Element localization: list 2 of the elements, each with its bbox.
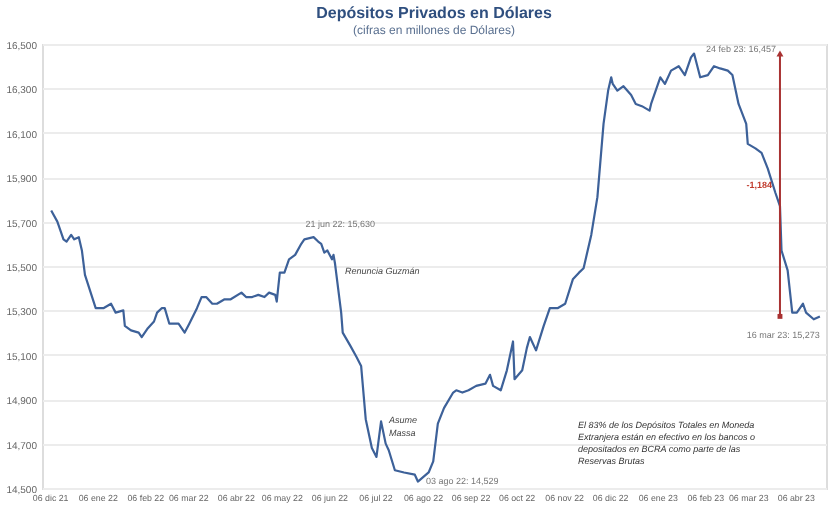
chart-title: Depósitos Privados en Dólares (316, 4, 553, 22)
line-series (50, 52, 821, 483)
